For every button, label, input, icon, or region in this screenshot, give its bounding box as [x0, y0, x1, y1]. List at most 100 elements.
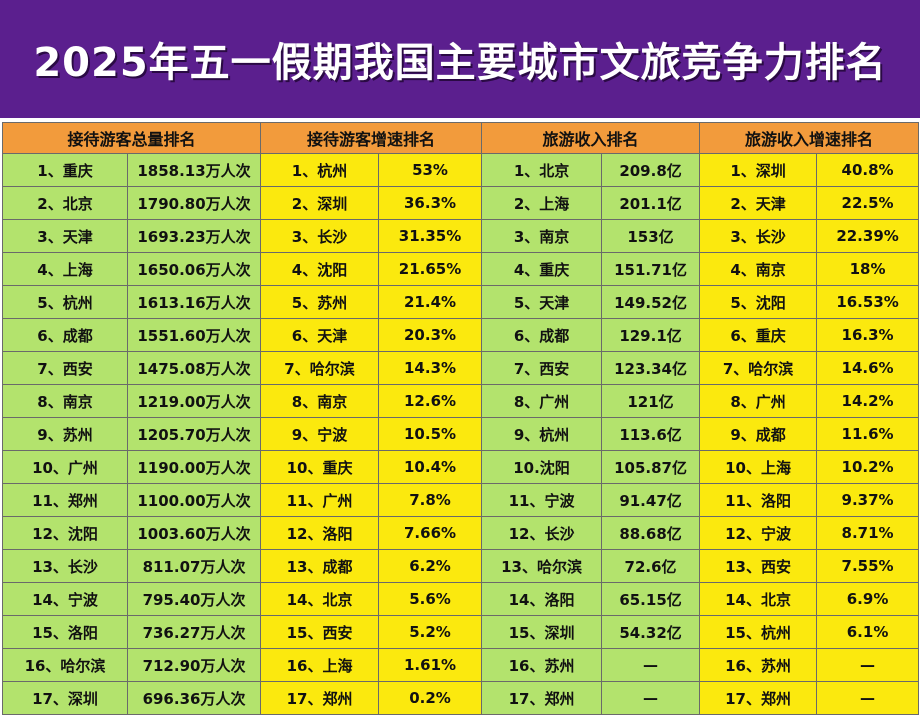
visitor-total-value-cell: 736.27万人次: [126, 615, 262, 649]
revenue-growth-value-cell: 22.5%: [816, 186, 920, 220]
revenue-city-cell: 16、苏州: [481, 648, 603, 682]
revenue-growth-city-cell: 15、杭州: [699, 615, 818, 649]
table-body: 1、重庆 1858.13万人次 1、杭州 53% 1、北京 209.8亿 1、深圳 40.8%…: [2, 153, 920, 715]
revenue-growth-value-cell: —: [816, 681, 920, 715]
revenue-growth-city-cell: 8、广州: [699, 384, 818, 418]
visitor-total-city-cell: 2、北京: [2, 186, 128, 220]
revenue-value-cell: 72.6亿: [601, 549, 701, 583]
table-row: 5、杭州 1613.16万人次 5、苏州 21.4% 5、天津 149.52亿 5、沈阳 16…: [2, 285, 920, 319]
visitor-growth-city-cell: 15、西安: [260, 615, 380, 649]
visitor-total-city-cell: 13、长沙: [2, 549, 128, 583]
revenue-growth-city-cell: 12、宁波: [699, 516, 818, 550]
visitor-growth-value-cell: 21.65%: [378, 252, 483, 286]
revenue-growth-value-cell: 18%: [816, 252, 920, 286]
revenue-city-cell: 1、北京: [481, 153, 603, 187]
revenue-growth-city-cell: 16、苏州: [699, 648, 818, 682]
visitor-total-value-cell: 1003.60万人次: [126, 516, 262, 550]
visitor-growth-city-cell: 4、沈阳: [260, 252, 380, 286]
table-row: 17、深圳 696.36万人次 17、郑州 0.2% 17、郑州 —17、郑州 —: [2, 681, 920, 715]
title-banner: 2025年五一假期我国主要城市文旅竞争力排名: [0, 0, 920, 118]
visitor-growth-city-cell: 16、上海: [260, 648, 380, 682]
revenue-growth-city-cell: 14、北京: [699, 582, 818, 616]
revenue-growth-city-cell: 13、西安: [699, 549, 818, 583]
visitor-growth-value-cell: 21.4%: [378, 285, 483, 319]
revenue-city-cell: 17、郑州: [481, 681, 603, 715]
visitor-growth-city-cell: 3、长沙: [260, 219, 380, 253]
visitor-total-city-cell: 12、沈阳: [2, 516, 128, 550]
table-row: 15、洛阳 736.27万人次 15、西安 5.2% 15、深圳 54.32亿 15、杭州 6…: [2, 615, 920, 649]
revenue-city-cell: 13、哈尔滨: [481, 549, 603, 583]
visitor-total-value-cell: 1219.00万人次: [126, 384, 262, 418]
visitor-growth-value-cell: 5.2%: [378, 615, 483, 649]
revenue-growth-value-cell: 16.53%: [816, 285, 920, 319]
visitor-growth-city-cell: 6、天津: [260, 318, 380, 352]
visitor-growth-value-cell: 1.61%: [378, 648, 483, 682]
revenue-growth-city-cell: 3、长沙: [699, 219, 818, 253]
revenue-growth-value-cell: —: [816, 648, 920, 682]
table-row: 7、西安 1475.08万人次 7、哈尔滨 14.3% 7、西安 123.34亿 7、哈尔滨…: [2, 351, 920, 385]
revenue-growth-value-cell: 14.2%: [816, 384, 920, 418]
visitor-total-city-cell: 14、宁波: [2, 582, 128, 616]
visitor-growth-value-cell: 20.3%: [378, 318, 483, 352]
revenue-growth-value-cell: 10.2%: [816, 450, 920, 484]
visitor-total-city-cell: 6、成都: [2, 318, 128, 352]
visitor-growth-city-cell: 17、郑州: [260, 681, 380, 715]
header-revenue-growth: 旅游收入增速排名: [699, 122, 920, 154]
table-row: 9、苏州 1205.70万人次 9、宁波 10.5% 9、杭州 113.6亿 9、成都 11.…: [2, 417, 920, 451]
visitor-growth-value-cell: 7.8%: [378, 483, 483, 517]
table-row: 8、南京 1219.00万人次 8、南京 12.6% 8、广州 121亿 8、广州 14.2%: [2, 384, 920, 418]
page-title: 2025年五一假期我国主要城市文旅竞争力排名: [33, 40, 887, 86]
visitor-total-value-cell: 1858.13万人次: [126, 153, 262, 187]
visitor-total-city-cell: 4、上海: [2, 252, 128, 286]
visitor-total-city-cell: 7、西安: [2, 351, 128, 385]
visitor-growth-value-cell: 0.2%: [378, 681, 483, 715]
revenue-city-cell: 7、西安: [481, 351, 603, 385]
visitor-growth-city-cell: 8、南京: [260, 384, 380, 418]
revenue-value-cell: 201.1亿: [601, 186, 701, 220]
revenue-city-cell: 5、天津: [481, 285, 603, 319]
revenue-city-cell: 8、广州: [481, 384, 603, 418]
visitor-total-city-cell: 16、哈尔滨: [2, 648, 128, 682]
visitor-growth-value-cell: 7.66%: [378, 516, 483, 550]
ranking-table: 接待游客总量排名 接待游客增速排名 旅游收入排名 旅游收入增速排名 1、重庆 18…: [1, 122, 920, 715]
revenue-city-cell: 3、南京: [481, 219, 603, 253]
table-row: 1、重庆 1858.13万人次 1、杭州 53% 1、北京 209.8亿 1、深圳 40.8%: [2, 153, 920, 187]
revenue-growth-value-cell: 8.71%: [816, 516, 920, 550]
table-row: 10、广州 1190.00万人次 10、重庆 10.4% 10.沈阳 105.87亿 10、…: [2, 450, 920, 484]
revenue-city-cell: 9、杭州: [481, 417, 603, 451]
table-row: 2、北京 1790.80万人次 2、深圳 36.3% 2、上海 201.1亿 2、天津 22.…: [2, 186, 920, 220]
revenue-city-cell: 6、成都: [481, 318, 603, 352]
visitor-total-city-cell: 17、深圳: [2, 681, 128, 715]
revenue-city-cell: 2、上海: [481, 186, 603, 220]
visitor-total-city-cell: 11、郑州: [2, 483, 128, 517]
revenue-value-cell: 151.71亿: [601, 252, 701, 286]
revenue-city-cell: 4、重庆: [481, 252, 603, 286]
table-row: 3、天津 1693.23万人次 3、长沙 31.35% 3、南京 153亿 3、长沙 22.3…: [2, 219, 920, 253]
visitor-total-value-cell: 696.36万人次: [126, 681, 262, 715]
table-row: 16、哈尔滨 712.90万人次 16、上海 1.61% 16、苏州 —16、苏州 —: [2, 648, 920, 682]
visitor-growth-city-cell: 1、杭州: [260, 153, 380, 187]
table-row: 14、宁波 795.40万人次 14、北京 5.6% 14、洛阳 65.15亿 14、北京 6…: [2, 582, 920, 616]
table-row: 4、上海 1650.06万人次 4、沈阳 21.65% 4、重庆 151.71亿 4、南京 1…: [2, 252, 920, 286]
visitor-total-city-cell: 5、杭州: [2, 285, 128, 319]
table-row: 11、郑州 1100.00万人次 11、广州 7.8% 11、宁波 91.47亿 11、洛阳…: [2, 483, 920, 517]
revenue-growth-city-cell: 6、重庆: [699, 318, 818, 352]
visitor-total-value-cell: 712.90万人次: [126, 648, 262, 682]
visitor-growth-value-cell: 36.3%: [378, 186, 483, 220]
revenue-value-cell: —: [601, 648, 701, 682]
visitor-growth-city-cell: 12、洛阳: [260, 516, 380, 550]
visitor-total-city-cell: 9、苏州: [2, 417, 128, 451]
revenue-value-cell: 54.32亿: [601, 615, 701, 649]
revenue-city-cell: 11、宁波: [481, 483, 603, 517]
revenue-city-cell: 10.沈阳: [481, 450, 603, 484]
revenue-growth-value-cell: 40.8%: [816, 153, 920, 187]
visitor-total-value-cell: 1551.60万人次: [126, 318, 262, 352]
revenue-growth-value-cell: 14.6%: [816, 351, 920, 385]
visitor-growth-city-cell: 14、北京: [260, 582, 380, 616]
revenue-value-cell: 149.52亿: [601, 285, 701, 319]
revenue-growth-city-cell: 2、天津: [699, 186, 818, 220]
visitor-growth-city-cell: 5、苏州: [260, 285, 380, 319]
visitor-growth-city-cell: 9、宁波: [260, 417, 380, 451]
revenue-city-cell: 12、长沙: [481, 516, 603, 550]
revenue-value-cell: 153亿: [601, 219, 701, 253]
